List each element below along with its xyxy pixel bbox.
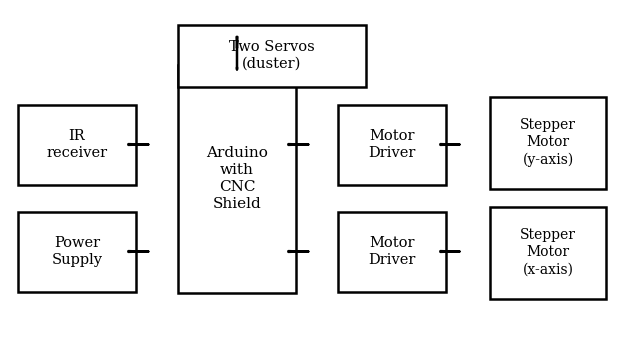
Bar (490, 206, 606, 298)
Text: Motor
Driver: Motor Driver (368, 236, 416, 267)
Text: Motor
Driver: Motor Driver (368, 129, 416, 160)
Text: Stepper
Motor
(y-axis): Stepper Motor (y-axis) (520, 118, 576, 167)
Bar (178, 64, 296, 293)
Text: Two Servos
(duster): Two Servos (duster) (229, 40, 315, 71)
Text: IR
receiver: IR receiver (46, 129, 107, 160)
Bar (338, 212, 446, 292)
Text: Power
Supply: Power Supply (52, 236, 102, 267)
Bar (338, 105, 446, 185)
Bar (178, 24, 366, 86)
Bar (18, 105, 136, 185)
Bar (18, 212, 136, 292)
Text: Stepper
Motor
(x-axis): Stepper Motor (x-axis) (520, 228, 576, 277)
Bar (490, 96, 606, 189)
Text: Arduino
with
CNC
Shield: Arduino with CNC Shield (206, 145, 268, 211)
